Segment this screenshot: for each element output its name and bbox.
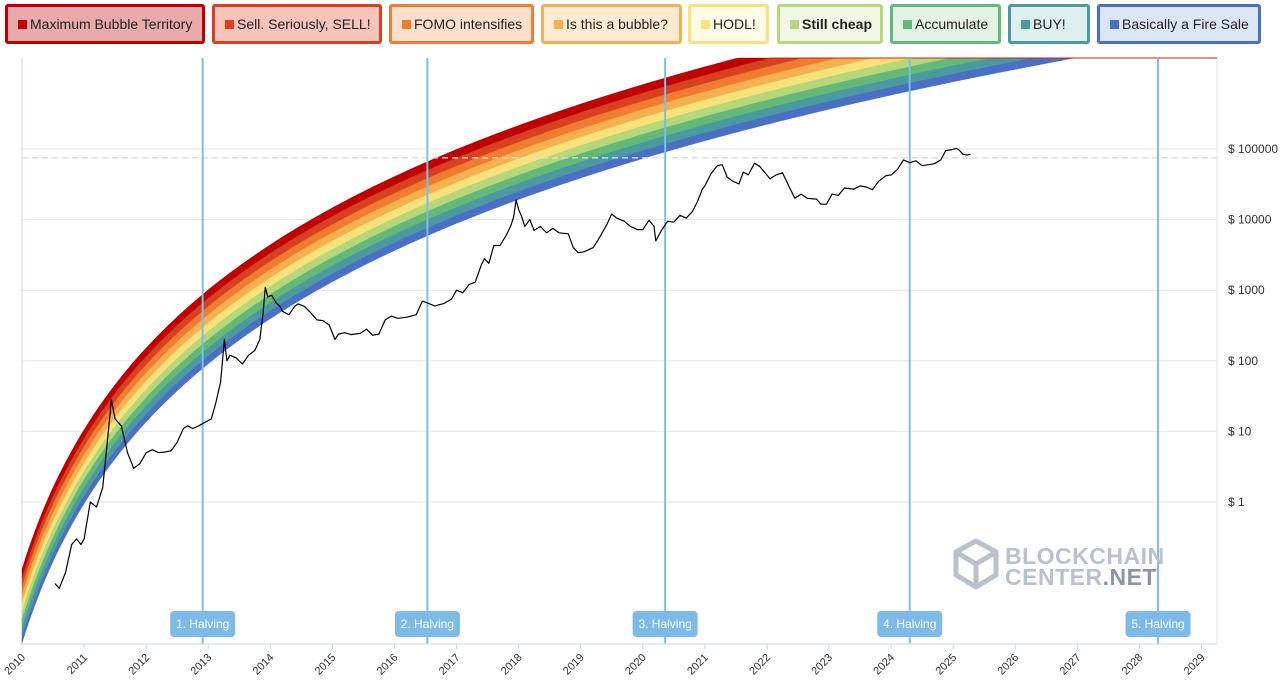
price-series: [54, 147, 971, 589]
halving-label-box-2: [394, 611, 460, 637]
halving-label-1: 1. Halving: [176, 617, 229, 631]
price-line: [54, 147, 971, 589]
legend-item-8[interactable]: BUY!: [1008, 4, 1090, 44]
rainbow-bands: [21, 57, 1217, 644]
y-tick-label: $ 10: [1228, 424, 1252, 438]
legend-label: Basically a Fire Sale: [1122, 16, 1249, 32]
legend-swatch: [903, 19, 912, 29]
halving-label-4: 4. Halving: [883, 617, 936, 631]
x-tick-label: 2012: [126, 652, 152, 678]
legend-item-4[interactable]: Is this a bubble?: [541, 4, 682, 44]
x-tick-label: 2018: [499, 652, 525, 678]
x-tick-label: 2016: [375, 652, 401, 678]
halving-label-5: 5. Halving: [1131, 617, 1184, 631]
legend-item-9[interactable]: Basically a Fire Sale: [1097, 4, 1261, 44]
x-tick-label: 2021: [685, 652, 711, 678]
x-tick-label: 2025: [933, 652, 959, 678]
legend-label: Maximum Bubble Territory: [30, 16, 193, 32]
x-axis: 2010 2011 2012 2013 2014 2015 2016 2017 2018 2019…: [2, 643, 1217, 678]
legend-swatch: [1110, 19, 1119, 29]
halving-label-box-5: [1125, 611, 1191, 637]
legend-swatch: [402, 19, 411, 29]
x-tick-label: 2028: [1120, 652, 1146, 678]
legend: Maximum Bubble Territory Sell. Seriously,…: [0, 0, 1285, 50]
x-tick-label: 2022: [747, 652, 773, 678]
logo-line-2: CENTER.NET: [1005, 566, 1157, 589]
legend-item-6[interactable]: Still cheap: [777, 4, 883, 44]
legend-swatch: [554, 19, 563, 29]
x-tick-label: 2029: [1182, 652, 1208, 678]
y-tick-label: $ 1000: [1228, 283, 1265, 297]
x-tick-label: 2027: [1058, 652, 1084, 678]
x-tick-label: 2013: [189, 652, 215, 678]
x-tick-label: 2017: [437, 652, 463, 678]
logo-line-2-b: .NET: [1102, 564, 1157, 590]
legend-swatch: [790, 19, 799, 29]
halving-label-2: 2. Halving: [401, 617, 454, 631]
x-tick-label: 2023: [809, 652, 835, 678]
y-tick-label: $ 10000: [1228, 213, 1272, 227]
x-tick-label: 2020: [623, 652, 649, 678]
legend-label: Sell. Seriously, SELL!: [237, 16, 371, 32]
legend-item-2[interactable]: Sell. Seriously, SELL!: [212, 4, 382, 44]
cube-logo-icon: [953, 538, 999, 590]
legend-item-3[interactable]: FOMO intensifies: [389, 4, 534, 44]
y-tick-label: $ 100: [1228, 354, 1258, 368]
band-9: [21, 57, 1217, 578]
y-tick-label: $ 100000: [1228, 142, 1278, 156]
logo-line-2-a: CENTER: [1005, 564, 1103, 590]
halving-label-3: 3. Halving: [638, 617, 691, 631]
legend-item-5[interactable]: HODL!: [688, 4, 769, 44]
x-tick-label: 2026: [996, 652, 1022, 678]
legend-swatch: [1021, 19, 1030, 29]
x-tick-label: 2024: [871, 652, 897, 678]
legend-swatch: [701, 19, 710, 29]
legend-item-1[interactable]: Maximum Bubble Territory: [5, 4, 205, 44]
halving-labels: 1. Halving 2. Halving 3. Halving 4. Halving…: [170, 611, 1191, 637]
legend-item-7[interactable]: Accumulate: [890, 4, 1001, 44]
x-tick-label: 2014: [251, 652, 277, 678]
halving-lines: [201, 58, 1160, 644]
legend-label: Still cheap: [802, 16, 873, 32]
halving-label-box-3: [632, 611, 698, 637]
y-axis: $ 1 $ 10 $ 100 $ 1000 $ 10000 $ 100000: [1228, 142, 1278, 509]
legend-label: FOMO intensifies: [414, 16, 523, 32]
halving-label-box-1: [170, 611, 236, 637]
halving-label-box-4: [877, 611, 943, 637]
legend-label: HODL!: [713, 16, 756, 32]
x-tick-label: 2011: [65, 652, 90, 677]
x-tick-label: 2019: [561, 652, 587, 678]
legend-label: BUY!: [1033, 16, 1066, 32]
y-tick-label: $ 1: [1228, 495, 1245, 509]
legend-label: Accumulate: [915, 16, 989, 32]
legend-swatch: [225, 19, 234, 29]
logo-line-1: BLOCKCHAIN: [1005, 543, 1165, 569]
blockchaincenter-logo: BLOCKCHAIN CENTER.NET: [950, 537, 1164, 593]
legend-label: Is this a bubble?: [566, 16, 668, 32]
x-tick-label: 2015: [313, 652, 339, 678]
x-tick-label: 2010: [2, 652, 28, 678]
legend-swatch: [18, 19, 27, 29]
